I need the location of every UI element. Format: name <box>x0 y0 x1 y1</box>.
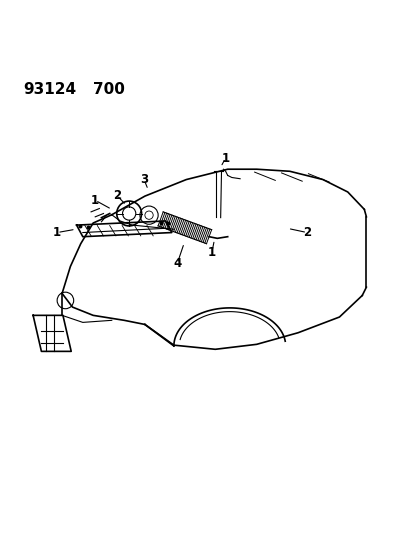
Text: 2: 2 <box>302 226 311 239</box>
Text: 2: 2 <box>112 189 121 202</box>
Text: 4: 4 <box>173 257 181 270</box>
Text: 93124: 93124 <box>23 82 76 97</box>
Text: 700: 700 <box>93 82 125 97</box>
Text: 1: 1 <box>53 226 61 239</box>
Text: 1: 1 <box>207 246 216 259</box>
Text: 3: 3 <box>140 173 148 186</box>
Text: 1: 1 <box>221 151 229 165</box>
Text: 1: 1 <box>91 194 99 207</box>
